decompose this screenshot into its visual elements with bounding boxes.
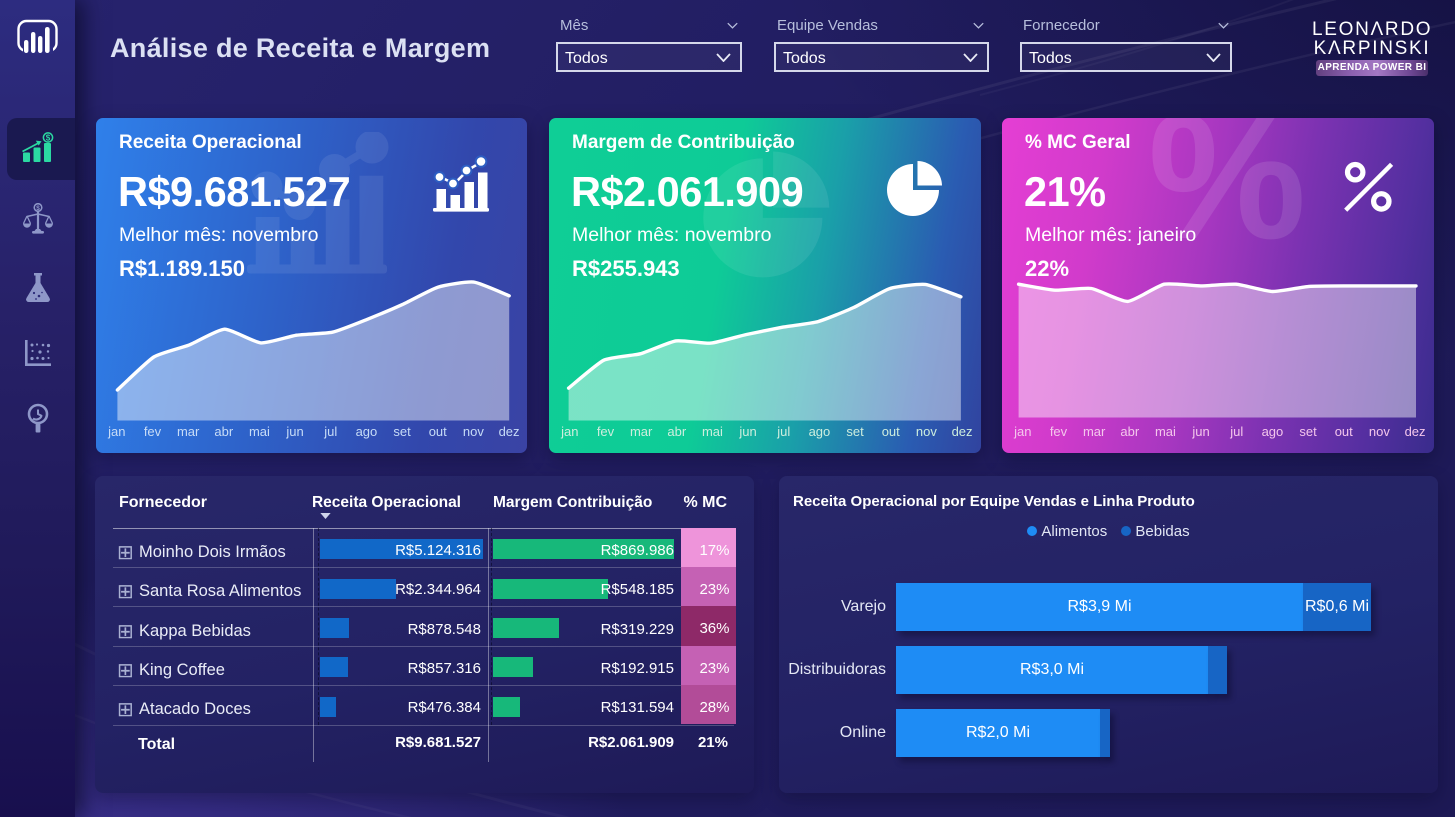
svg-text:$: $ (36, 205, 40, 212)
svg-text:$: $ (46, 133, 51, 142)
